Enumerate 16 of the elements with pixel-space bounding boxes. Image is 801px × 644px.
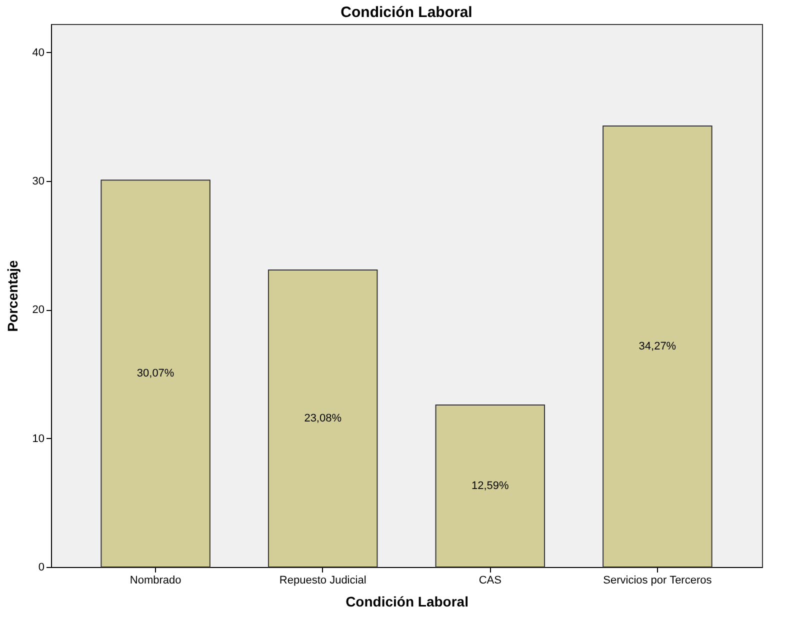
y-tick-label: 10 [32, 432, 44, 445]
x-axis-title: Condición Laboral [346, 594, 468, 610]
y-tick-label: 20 [32, 304, 44, 316]
data-label: 12,59% [471, 480, 510, 492]
data-label: 30,07% [136, 368, 174, 380]
data-label: 34,27% [638, 340, 676, 353]
x-tick-label: Repuesto Judicial [279, 574, 366, 586]
data-label: 23,08% [304, 412, 342, 425]
chart-title: Condición Laboral [340, 4, 472, 21]
x-tick-label: Nombrado [130, 574, 182, 586]
y-tick-label: 30 [32, 175, 44, 188]
x-tick-label: Servicios por Terceros [603, 574, 712, 586]
y-tick-label: 40 [32, 46, 44, 59]
y-axis-title: Porcentaje [4, 260, 20, 332]
y-tick-label: 0 [38, 562, 44, 574]
x-tick-label: CAS [478, 574, 502, 586]
